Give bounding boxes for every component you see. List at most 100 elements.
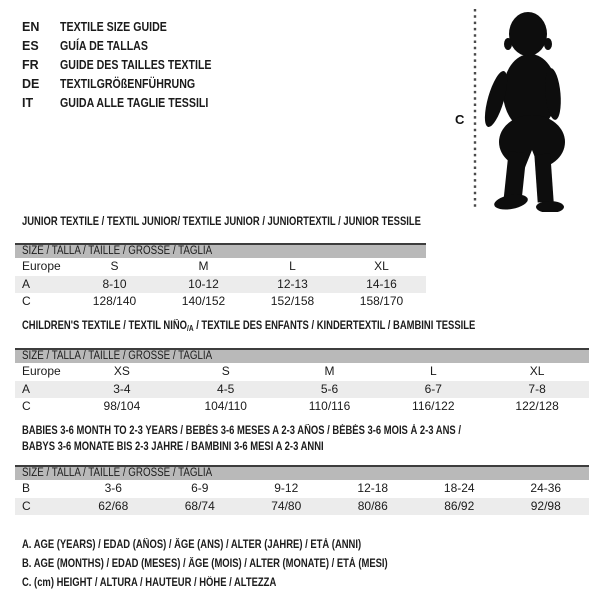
size-cell: 14-16 (366, 276, 397, 291)
legend-note-text: C. (cm) HEIGHT / ALTURA / HAUTEUR / HÖHE… (22, 577, 277, 589)
language-code: EN (22, 20, 40, 34)
language-title: GUIDE DES TAILLES TEXTILE (60, 58, 212, 72)
row-label: A (22, 276, 31, 291)
heading-text: BABYS 3-6 MONATE BIS 2-3 JAHRE / BAMBINI… (22, 441, 324, 453)
heading-text: /A (187, 324, 194, 333)
language-title: GUIDA ALLE TAGLIE TESSILI (60, 96, 209, 110)
size-cell: 12-13 (277, 276, 308, 291)
size-cell: 8-10 (102, 276, 127, 291)
heading-text: / TEXTILE DES ENFANTS / KINDERTEXTIL / B… (193, 320, 476, 332)
language-code: ES (22, 39, 39, 53)
figure-height-label: C (455, 112, 465, 127)
legend-note-text: B. AGE (MONTHS) / EDAD (MESES) / ÂGE (MO… (22, 558, 388, 570)
size-header-bar: SIZE / TALLA / TAILLE / GRÖSSE / TAGLIA (15, 467, 589, 480)
size-table-children: SIZE / TALLA / TAILLE / GRÖSSE / TAGLIA … (15, 348, 589, 416)
size-cell: 110/116 (308, 399, 351, 413)
size-cell: 7-8 (528, 381, 546, 396)
heading-line: CHILDREN'S TEXTILE / TEXTIL NIÑO/A / TEX… (22, 318, 575, 337)
heading-text: JUNIOR TEXTILE / TEXTIL JUNIOR/ TEXTILE … (22, 216, 421, 228)
table-row: C 62/68 68/74 74/80 80/86 86/92 92/98 (15, 497, 589, 515)
language-title: GUÍA DE TALLAS (60, 39, 148, 53)
language-row: DE TEXTILGRÖßENFÜHRUNG (22, 75, 238, 94)
toddler-figure-svg: C (455, 9, 565, 213)
language-row: FR GUIDE DES TAILLES TEXTILE (22, 56, 238, 75)
size-cell: 6-7 (424, 381, 442, 396)
size-cell: 3-6 (104, 481, 122, 495)
size-cell: 116/122 (412, 399, 455, 413)
size-cell: M (198, 259, 209, 273)
language-code: IT (22, 96, 34, 110)
size-table-junior: SIZE / TALLA / TAILLE / GRÖSSE / TAGLIA … (15, 243, 426, 311)
row-label: C (22, 294, 31, 308)
table-row: Europe XS S M L XL (15, 363, 589, 381)
heading-text: BABIES 3-6 MONTH TO 2-3 YEARS / BEBÉS 3-… (22, 425, 461, 437)
table-row: B 3-6 6-9 9-12 12-18 18-24 24-36 (15, 480, 589, 498)
size-cell: 86/92 (444, 498, 475, 513)
size-cell: 68/74 (184, 498, 215, 513)
language-title: TEXTILE SIZE GUIDE (60, 20, 167, 34)
size-header-label: SIZE / TALLA / TAILLE / GRÖSSE / TAGLIA (22, 245, 213, 257)
size-cell: L (429, 364, 437, 378)
size-cell: 104/110 (204, 399, 247, 413)
size-cell: 122/128 (515, 399, 559, 413)
size-cell: 5-6 (320, 381, 339, 396)
row-label: B (22, 481, 31, 495)
section-heading-babies: BABIES 3-6 MONTH TO 2-3 YEARS / BEBÉS 3-… (22, 423, 557, 455)
language-code: DE (22, 77, 40, 91)
size-cell: 98/104 (103, 399, 141, 413)
size-cell: S (110, 259, 119, 273)
size-header-bar: SIZE / TALLA / TAILLE / GRÖSSE / TAGLIA (15, 350, 589, 363)
size-header-label: SIZE / TALLA / TAILLE / GRÖSSE / TAGLIA (22, 467, 213, 479)
section-heading-children: CHILDREN'S TEXTILE / TEXTIL NIÑO/A / TEX… (22, 318, 575, 337)
row-label: A (22, 381, 31, 396)
language-list: EN TEXTILE SIZE GUIDE ES GUÍA DE TALLAS … (22, 18, 238, 113)
table-row: A 3-4 4-5 5-6 6-7 7-8 (15, 380, 589, 398)
size-cell: 18-24 (443, 481, 475, 495)
size-cell: M (324, 364, 335, 378)
size-cell: 74/80 (271, 498, 302, 513)
heading-line: JUNIOR TEXTILE / TEXTIL JUNIOR/ TEXTILE … (22, 214, 508, 230)
size-table-babies: SIZE / TALLA / TAILLE / GRÖSSE / TAGLIA … (15, 465, 589, 515)
table-row: C 98/104 104/110 110/116 116/122 122/128 (15, 398, 589, 416)
toddler-figure: C (448, 4, 580, 213)
size-cell: XL (374, 259, 389, 273)
size-cell: 12-18 (357, 481, 389, 495)
legend-note: B. AGE (MONTHS) / EDAD (MESES) / ÂGE (MO… (22, 555, 468, 574)
size-cell: 6-9 (191, 481, 209, 495)
table-row: Europe S M L XL (15, 258, 426, 276)
size-cell: 92/98 (530, 498, 561, 513)
size-cell: 10-12 (188, 276, 219, 291)
size-cell: XL (529, 364, 545, 378)
heading-line: BABYS 3-6 MONATE BIS 2-3 JAHRE / BAMBINI… (22, 439, 557, 455)
size-cell: 128/140 (92, 294, 137, 308)
language-code: FR (22, 58, 39, 72)
size-cell: L (289, 259, 296, 273)
row-label: Europe (22, 259, 61, 273)
size-cell: 24-36 (530, 481, 562, 495)
row-label: Europe (22, 364, 61, 378)
size-header-bar: SIZE / TALLA / TAILLE / GRÖSSE / TAGLIA (15, 245, 426, 258)
size-cell: 3-4 (113, 381, 131, 396)
legend-notes: A. AGE (YEARS) / EDAD (AÑOS) / ÂGE (ANS)… (22, 536, 468, 593)
heading-text: CHILDREN'S TEXTILE / TEXTIL NIÑO (22, 320, 188, 332)
language-row: IT GUIDA ALLE TAGLIE TESSILI (22, 94, 238, 113)
row-label: C (22, 498, 31, 513)
language-row: ES GUÍA DE TALLAS (22, 37, 238, 56)
toddler-silhouette (484, 12, 565, 213)
legend-note-text: A. AGE (YEARS) / EDAD (AÑOS) / ÂGE (ANS)… (22, 539, 362, 551)
table-row: C 128/140 140/152 152/158 158/170 (15, 293, 426, 311)
size-cell: 140/152 (181, 294, 226, 308)
size-cell: 80/86 (357, 498, 388, 513)
legend-note: C. (cm) HEIGHT / ALTURA / HAUTEUR / HÖHE… (22, 574, 468, 593)
language-title: TEXTILGRÖßENFÜHRUNG (60, 77, 196, 91)
size-cell: 152/158 (270, 294, 315, 308)
size-cell: XS (113, 364, 130, 378)
table-row: A 8-10 10-12 12-13 14-16 (15, 275, 426, 293)
size-cell: 62/68 (98, 498, 129, 513)
size-header-label: SIZE / TALLA / TAILLE / GRÖSSE / TAGLIA (22, 350, 213, 362)
heading-line: BABIES 3-6 MONTH TO 2-3 YEARS / BEBÉS 3-… (22, 423, 557, 439)
size-cell: 4-5 (217, 381, 235, 396)
language-row: EN TEXTILE SIZE GUIDE (22, 18, 238, 37)
size-cell: 9-12 (274, 481, 299, 495)
